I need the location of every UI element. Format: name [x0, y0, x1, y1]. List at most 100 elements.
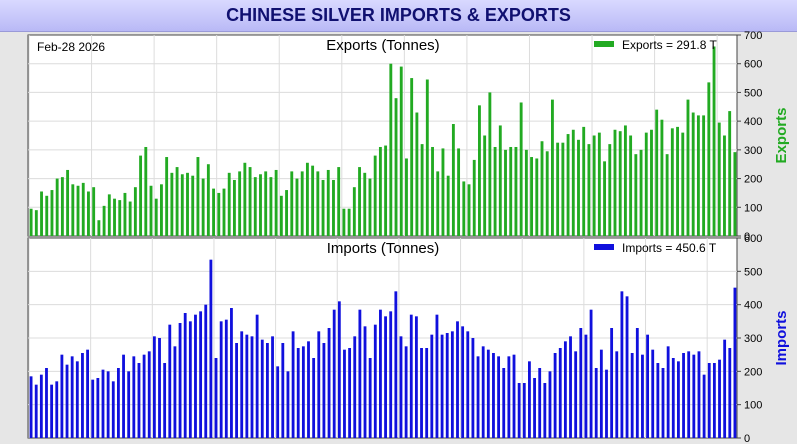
imports-bar	[111, 381, 115, 438]
exports-bar	[660, 119, 664, 236]
exports-bar	[639, 149, 643, 236]
exports-bar	[180, 174, 184, 236]
imports-bar	[666, 346, 670, 438]
imports-bar	[620, 291, 624, 438]
exports-bar	[347, 208, 351, 236]
exports-bar	[530, 157, 534, 236]
exports-tick-label: 0	[744, 231, 750, 243]
exports-bar	[462, 181, 466, 236]
exports-bar	[165, 157, 169, 236]
imports-bar	[199, 311, 203, 438]
exports-bar	[394, 98, 398, 237]
imports-bar	[45, 368, 48, 438]
exports-bar	[618, 131, 622, 236]
imports-bar	[230, 308, 233, 438]
exports-bar	[149, 185, 153, 236]
exports-bar	[509, 146, 513, 236]
imports-bar	[132, 356, 136, 438]
imports-chart: 0 100 200 300 400 500 600 Imports (Tonnes) Impor…	[27, 233, 790, 444]
exports-bar	[571, 129, 575, 236]
exports-bar	[613, 129, 617, 236]
exports-bar	[723, 135, 726, 236]
exports-bar	[587, 144, 591, 236]
imports-tick-label: 0	[744, 433, 750, 444]
imports-bar	[245, 334, 249, 438]
imports-bar	[152, 336, 156, 438]
imports-tick-label: 400	[744, 300, 762, 312]
exports-bar	[118, 200, 122, 236]
exports-bar	[102, 205, 106, 236]
exports-bar	[378, 146, 382, 236]
imports-bar	[358, 309, 362, 438]
imports-bar	[348, 348, 352, 438]
imports-bar	[677, 361, 680, 438]
exports-bar	[623, 125, 627, 236]
imports-tick-label: 600	[744, 233, 762, 245]
exports-chart: 0 100 200 300 400 500 600 700 Exports (Tonnes) Ex…	[27, 30, 790, 243]
imports-bar	[343, 349, 346, 438]
imports-bar	[389, 311, 393, 438]
imports-bar	[661, 368, 665, 438]
exports-bar	[222, 188, 226, 236]
imports-bar	[101, 369, 105, 438]
exports-bar	[566, 134, 570, 236]
imports-bar	[584, 334, 588, 438]
imports-bar	[630, 353, 634, 438]
exports-bar	[29, 208, 33, 236]
imports-bar	[29, 376, 33, 438]
exports-bar	[399, 66, 403, 236]
imports-bar	[106, 371, 110, 438]
exports-bar	[248, 167, 252, 236]
imports-bar	[682, 353, 685, 438]
exports-bar	[332, 180, 335, 236]
imports-bar	[271, 336, 274, 438]
imports-bar	[373, 324, 377, 438]
exports-bar	[665, 154, 669, 236]
exports-bar	[227, 172, 231, 236]
imports-bar	[235, 343, 238, 438]
exports-bar	[373, 155, 377, 236]
imports-bar	[512, 354, 516, 438]
imports-bar	[718, 359, 721, 438]
exports-bar	[71, 184, 75, 236]
imports-bar	[733, 287, 737, 438]
exports-bar	[425, 79, 429, 236]
imports-bar	[50, 384, 54, 438]
imports-bar	[173, 346, 177, 438]
exports-bar	[160, 184, 163, 236]
imports-bar	[497, 356, 501, 438]
imports-bar	[34, 384, 38, 438]
imports-bar	[610, 328, 614, 438]
imports-bar	[183, 313, 187, 438]
imports-bar	[404, 346, 408, 438]
imports-bar	[255, 314, 259, 438]
imports-bar	[276, 366, 280, 438]
exports-bar	[514, 146, 518, 236]
exports-bar	[603, 161, 606, 236]
imports-bar	[301, 346, 305, 438]
exports-bar	[50, 190, 54, 236]
exports-bar	[264, 171, 268, 236]
imports-bar	[646, 334, 650, 438]
imports-bar	[533, 378, 536, 438]
imports-bar	[178, 323, 182, 438]
exports-bar	[592, 135, 596, 236]
exports-bar	[556, 142, 560, 236]
exports-bar	[253, 177, 257, 236]
exports-bar	[488, 92, 492, 236]
imports-bar	[697, 351, 701, 438]
imports-bar	[687, 351, 691, 438]
exports-bar	[691, 112, 695, 236]
exports-bar	[55, 178, 59, 236]
exports-bar	[45, 195, 49, 236]
exports-bar	[389, 63, 393, 236]
imports-bar	[194, 314, 197, 438]
exports-bar	[175, 167, 179, 236]
imports-bar	[337, 301, 341, 438]
exports-tick-label: 200	[744, 174, 762, 186]
exports-bar	[206, 164, 210, 236]
exports-bar	[238, 171, 242, 236]
imports-bar	[599, 349, 603, 438]
exports-bar	[478, 105, 481, 236]
imports-bar	[476, 356, 480, 438]
